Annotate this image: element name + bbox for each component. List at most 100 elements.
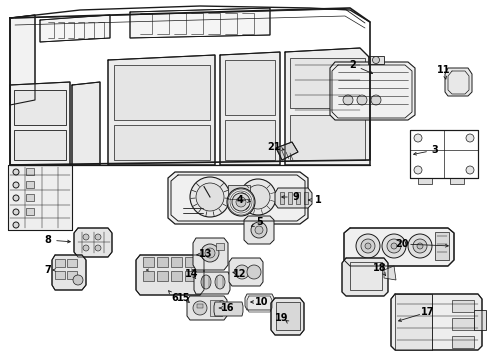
Circle shape: [236, 197, 246, 207]
Circle shape: [417, 243, 423, 249]
Circle shape: [235, 265, 249, 279]
Bar: [304, 192, 308, 204]
Circle shape: [190, 177, 230, 217]
Circle shape: [13, 209, 19, 215]
Circle shape: [73, 275, 83, 285]
Bar: [171, 271, 182, 281]
Polygon shape: [229, 258, 263, 286]
Text: 5: 5: [257, 217, 264, 227]
Bar: [26, 208, 34, 215]
Circle shape: [414, 134, 422, 142]
Circle shape: [391, 243, 397, 249]
Circle shape: [387, 239, 401, 253]
Bar: [197, 304, 203, 308]
Polygon shape: [136, 255, 204, 295]
Ellipse shape: [215, 275, 225, 289]
Text: 17: 17: [421, 307, 435, 317]
Polygon shape: [72, 82, 100, 165]
Bar: [171, 257, 182, 267]
Text: 8: 8: [45, 235, 51, 245]
Polygon shape: [52, 255, 86, 290]
Polygon shape: [220, 52, 280, 165]
Polygon shape: [474, 310, 486, 330]
Text: 16: 16: [221, 303, 235, 313]
Bar: [143, 257, 154, 267]
Polygon shape: [395, 294, 432, 350]
Bar: [280, 192, 284, 204]
Text: 10: 10: [255, 297, 269, 307]
Bar: [26, 181, 34, 188]
Circle shape: [255, 226, 263, 234]
Text: 6: 6: [172, 293, 178, 303]
Circle shape: [466, 166, 474, 174]
Bar: [157, 271, 168, 281]
Circle shape: [13, 222, 19, 228]
Bar: [296, 192, 300, 204]
Circle shape: [227, 188, 255, 216]
Polygon shape: [74, 228, 112, 257]
Circle shape: [466, 134, 474, 142]
Text: 20: 20: [395, 239, 409, 249]
Text: 11: 11: [437, 65, 451, 75]
Bar: [276, 302, 300, 330]
Polygon shape: [168, 172, 308, 224]
Bar: [225, 120, 275, 160]
Circle shape: [240, 179, 276, 215]
Circle shape: [83, 245, 89, 251]
Bar: [114, 125, 210, 160]
Bar: [210, 300, 222, 316]
Circle shape: [205, 248, 215, 258]
Text: 2: 2: [350, 60, 356, 70]
Polygon shape: [344, 228, 454, 266]
Bar: [225, 60, 275, 115]
Bar: [452, 318, 474, 330]
Bar: [452, 300, 474, 312]
Circle shape: [13, 195, 19, 201]
Polygon shape: [10, 82, 70, 165]
Circle shape: [220, 301, 224, 306]
Text: 14: 14: [185, 269, 199, 279]
Bar: [418, 178, 432, 184]
Polygon shape: [214, 302, 243, 316]
Bar: [435, 232, 449, 260]
Bar: [228, 185, 250, 199]
Polygon shape: [130, 8, 270, 38]
Bar: [114, 65, 210, 120]
Bar: [450, 178, 464, 184]
Bar: [26, 168, 34, 175]
Text: 13: 13: [199, 249, 213, 259]
Polygon shape: [8, 165, 72, 230]
Circle shape: [13, 169, 19, 175]
Circle shape: [382, 234, 406, 258]
Polygon shape: [330, 62, 415, 120]
Bar: [157, 257, 168, 267]
Polygon shape: [384, 266, 396, 280]
Bar: [368, 56, 384, 64]
Circle shape: [356, 234, 380, 258]
Polygon shape: [445, 68, 472, 96]
Text: 1: 1: [315, 195, 321, 205]
Text: 21: 21: [267, 142, 281, 152]
Circle shape: [232, 193, 250, 211]
Circle shape: [361, 239, 375, 253]
Circle shape: [201, 244, 219, 262]
Circle shape: [196, 183, 224, 211]
Bar: [14, 90, 66, 125]
Circle shape: [95, 234, 101, 240]
Polygon shape: [193, 238, 228, 270]
Polygon shape: [285, 48, 370, 165]
Bar: [216, 243, 224, 250]
Polygon shape: [244, 216, 274, 244]
Text: 12: 12: [233, 269, 247, 279]
Circle shape: [372, 57, 379, 63]
Polygon shape: [40, 15, 110, 42]
Text: 19: 19: [275, 313, 289, 323]
Polygon shape: [10, 15, 35, 105]
Circle shape: [251, 222, 267, 238]
Bar: [290, 58, 365, 108]
Circle shape: [343, 95, 353, 105]
Bar: [290, 115, 365, 160]
Bar: [452, 336, 474, 348]
Circle shape: [413, 239, 427, 253]
Polygon shape: [245, 294, 274, 310]
